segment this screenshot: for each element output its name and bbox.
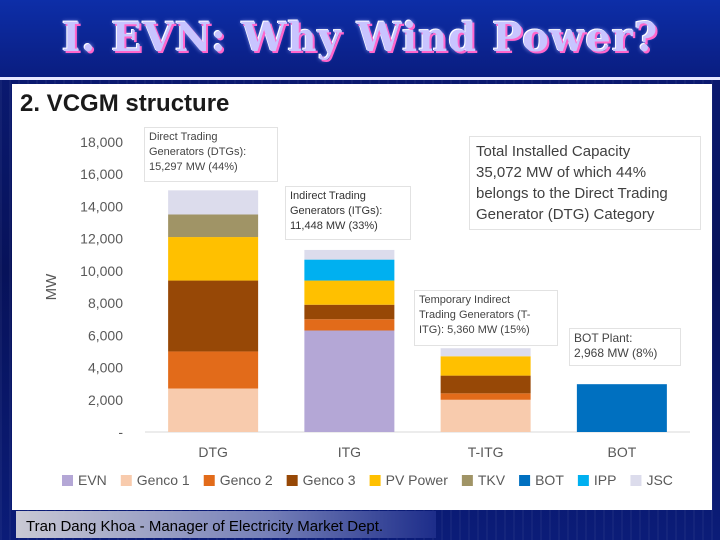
legend-swatch xyxy=(369,475,381,486)
y-tick-label: 12,000 xyxy=(80,231,123,247)
x-tick-label: ITG xyxy=(338,444,361,460)
legend-swatch xyxy=(630,475,642,486)
annotation-total-line: 35,072 MW of which 44% xyxy=(476,164,647,181)
bar-segment-ipp xyxy=(304,259,395,281)
slide-title: I. EVN: Why Wind Power? xyxy=(61,14,659,61)
legend-label: Genco 2 xyxy=(220,472,273,488)
annotation-itg-line: Generators (ITGs): xyxy=(290,205,383,217)
legend-label: TKV xyxy=(478,472,506,488)
legend-label: JSC xyxy=(646,472,672,488)
bar-segment-genco-2 xyxy=(304,319,395,331)
bar-segment-jsc xyxy=(304,249,395,260)
y-tick-label: 14,000 xyxy=(80,198,123,214)
x-tick-label: T-ITG xyxy=(468,444,504,460)
title-banner xyxy=(0,0,720,80)
annotation-total-line: Generator (DTG) Category xyxy=(476,206,655,223)
legend-swatch xyxy=(286,475,298,486)
legend-swatch xyxy=(461,475,473,486)
legend-swatch xyxy=(203,475,215,486)
annotation-bot: BOT Plant: 2,968 MW (8%) xyxy=(569,328,681,366)
bar-segment-genco-1 xyxy=(168,388,259,432)
bar-segment-tkv xyxy=(168,214,259,238)
legend-label: Genco 3 xyxy=(303,472,356,488)
x-tick-label: DTG xyxy=(198,444,228,460)
bar-segment-bot xyxy=(576,384,667,432)
legend-swatch xyxy=(62,475,73,486)
annotation-dtg-line: Direct Trading xyxy=(149,131,218,143)
y-tick-label: 8,000 xyxy=(88,295,123,311)
y-tick-label: 18,000 xyxy=(80,134,123,150)
annotation-dtg-line: Generators (DTGs): xyxy=(149,146,247,158)
y-tick-label: 6,000 xyxy=(88,327,123,343)
legend-label: EVN xyxy=(78,472,107,488)
legend-label: IPP xyxy=(594,472,617,488)
bar-segment-genco-3 xyxy=(440,375,531,394)
y-tick-label: - xyxy=(118,424,123,440)
legend-swatch xyxy=(120,475,132,486)
annotation-itg-line: Indirect Trading xyxy=(290,190,366,202)
annotation-bot-line: BOT Plant: xyxy=(574,331,633,345)
annotation-itg-line: 11,448 MW (33%) xyxy=(290,220,378,232)
legend-swatch xyxy=(519,475,531,486)
slide-subtitle: 2. VCGM structure xyxy=(20,90,230,117)
annotation-bot-line: 2,968 MW (8%) xyxy=(574,346,658,360)
bar-segment-genco-3 xyxy=(304,304,395,320)
annotation-titg-line: ITG): 5,360 MW (15%) xyxy=(419,324,530,336)
legend-label: PV Power xyxy=(386,472,449,488)
bar-segment-jsc xyxy=(440,348,531,357)
y-tick-label: 2,000 xyxy=(88,392,123,408)
y-tick-label: 10,000 xyxy=(80,263,123,279)
y-axis-label: MW xyxy=(43,273,60,300)
footer-bar xyxy=(16,511,436,538)
bar-segment-genco-2 xyxy=(168,351,259,389)
annotation-dtg-line: 15,297 MW (44%) xyxy=(149,161,238,173)
bar-segment-pv-power xyxy=(168,237,259,281)
legend-label: BOT xyxy=(535,472,564,488)
annotation-titg-line: Trading Generators (T- xyxy=(419,309,531,321)
annotation-total-capacity: Total Installed Capacity 35,072 MW of wh… xyxy=(469,136,701,230)
legend-label: Genco 1 xyxy=(137,472,190,488)
annotation-t-itg: Temporary Indirect Trading Generators (T… xyxy=(414,290,558,346)
x-tick-label: BOT xyxy=(607,444,636,460)
legend-swatch xyxy=(577,475,589,486)
bar-segment-pv-power xyxy=(440,356,531,376)
bar-segment-genco-2 xyxy=(440,393,531,400)
footer-text: Tran Dang Khoa - Manager of Electricity … xyxy=(26,518,384,535)
bar-segment-jsc xyxy=(168,190,259,215)
annotation-dtg: Direct Trading Generators (DTGs): 15,297… xyxy=(144,127,278,182)
annotation-total-line: belongs to the Direct Trading xyxy=(476,185,668,202)
bar-segment-pv-power xyxy=(304,280,395,305)
annotation-total-line: Total Installed Capacity xyxy=(476,143,631,160)
annotation-titg-line: Temporary Indirect xyxy=(419,294,511,306)
bar-segment-genco-3 xyxy=(168,280,259,352)
annotation-itg: Indirect Trading Generators (ITGs): 11,4… xyxy=(285,186,411,240)
y-tick-label: 4,000 xyxy=(88,360,123,376)
bar-segment-genco-1 xyxy=(440,399,531,432)
bar-segment-evn xyxy=(304,330,395,432)
y-tick-label: 16,000 xyxy=(80,166,123,182)
